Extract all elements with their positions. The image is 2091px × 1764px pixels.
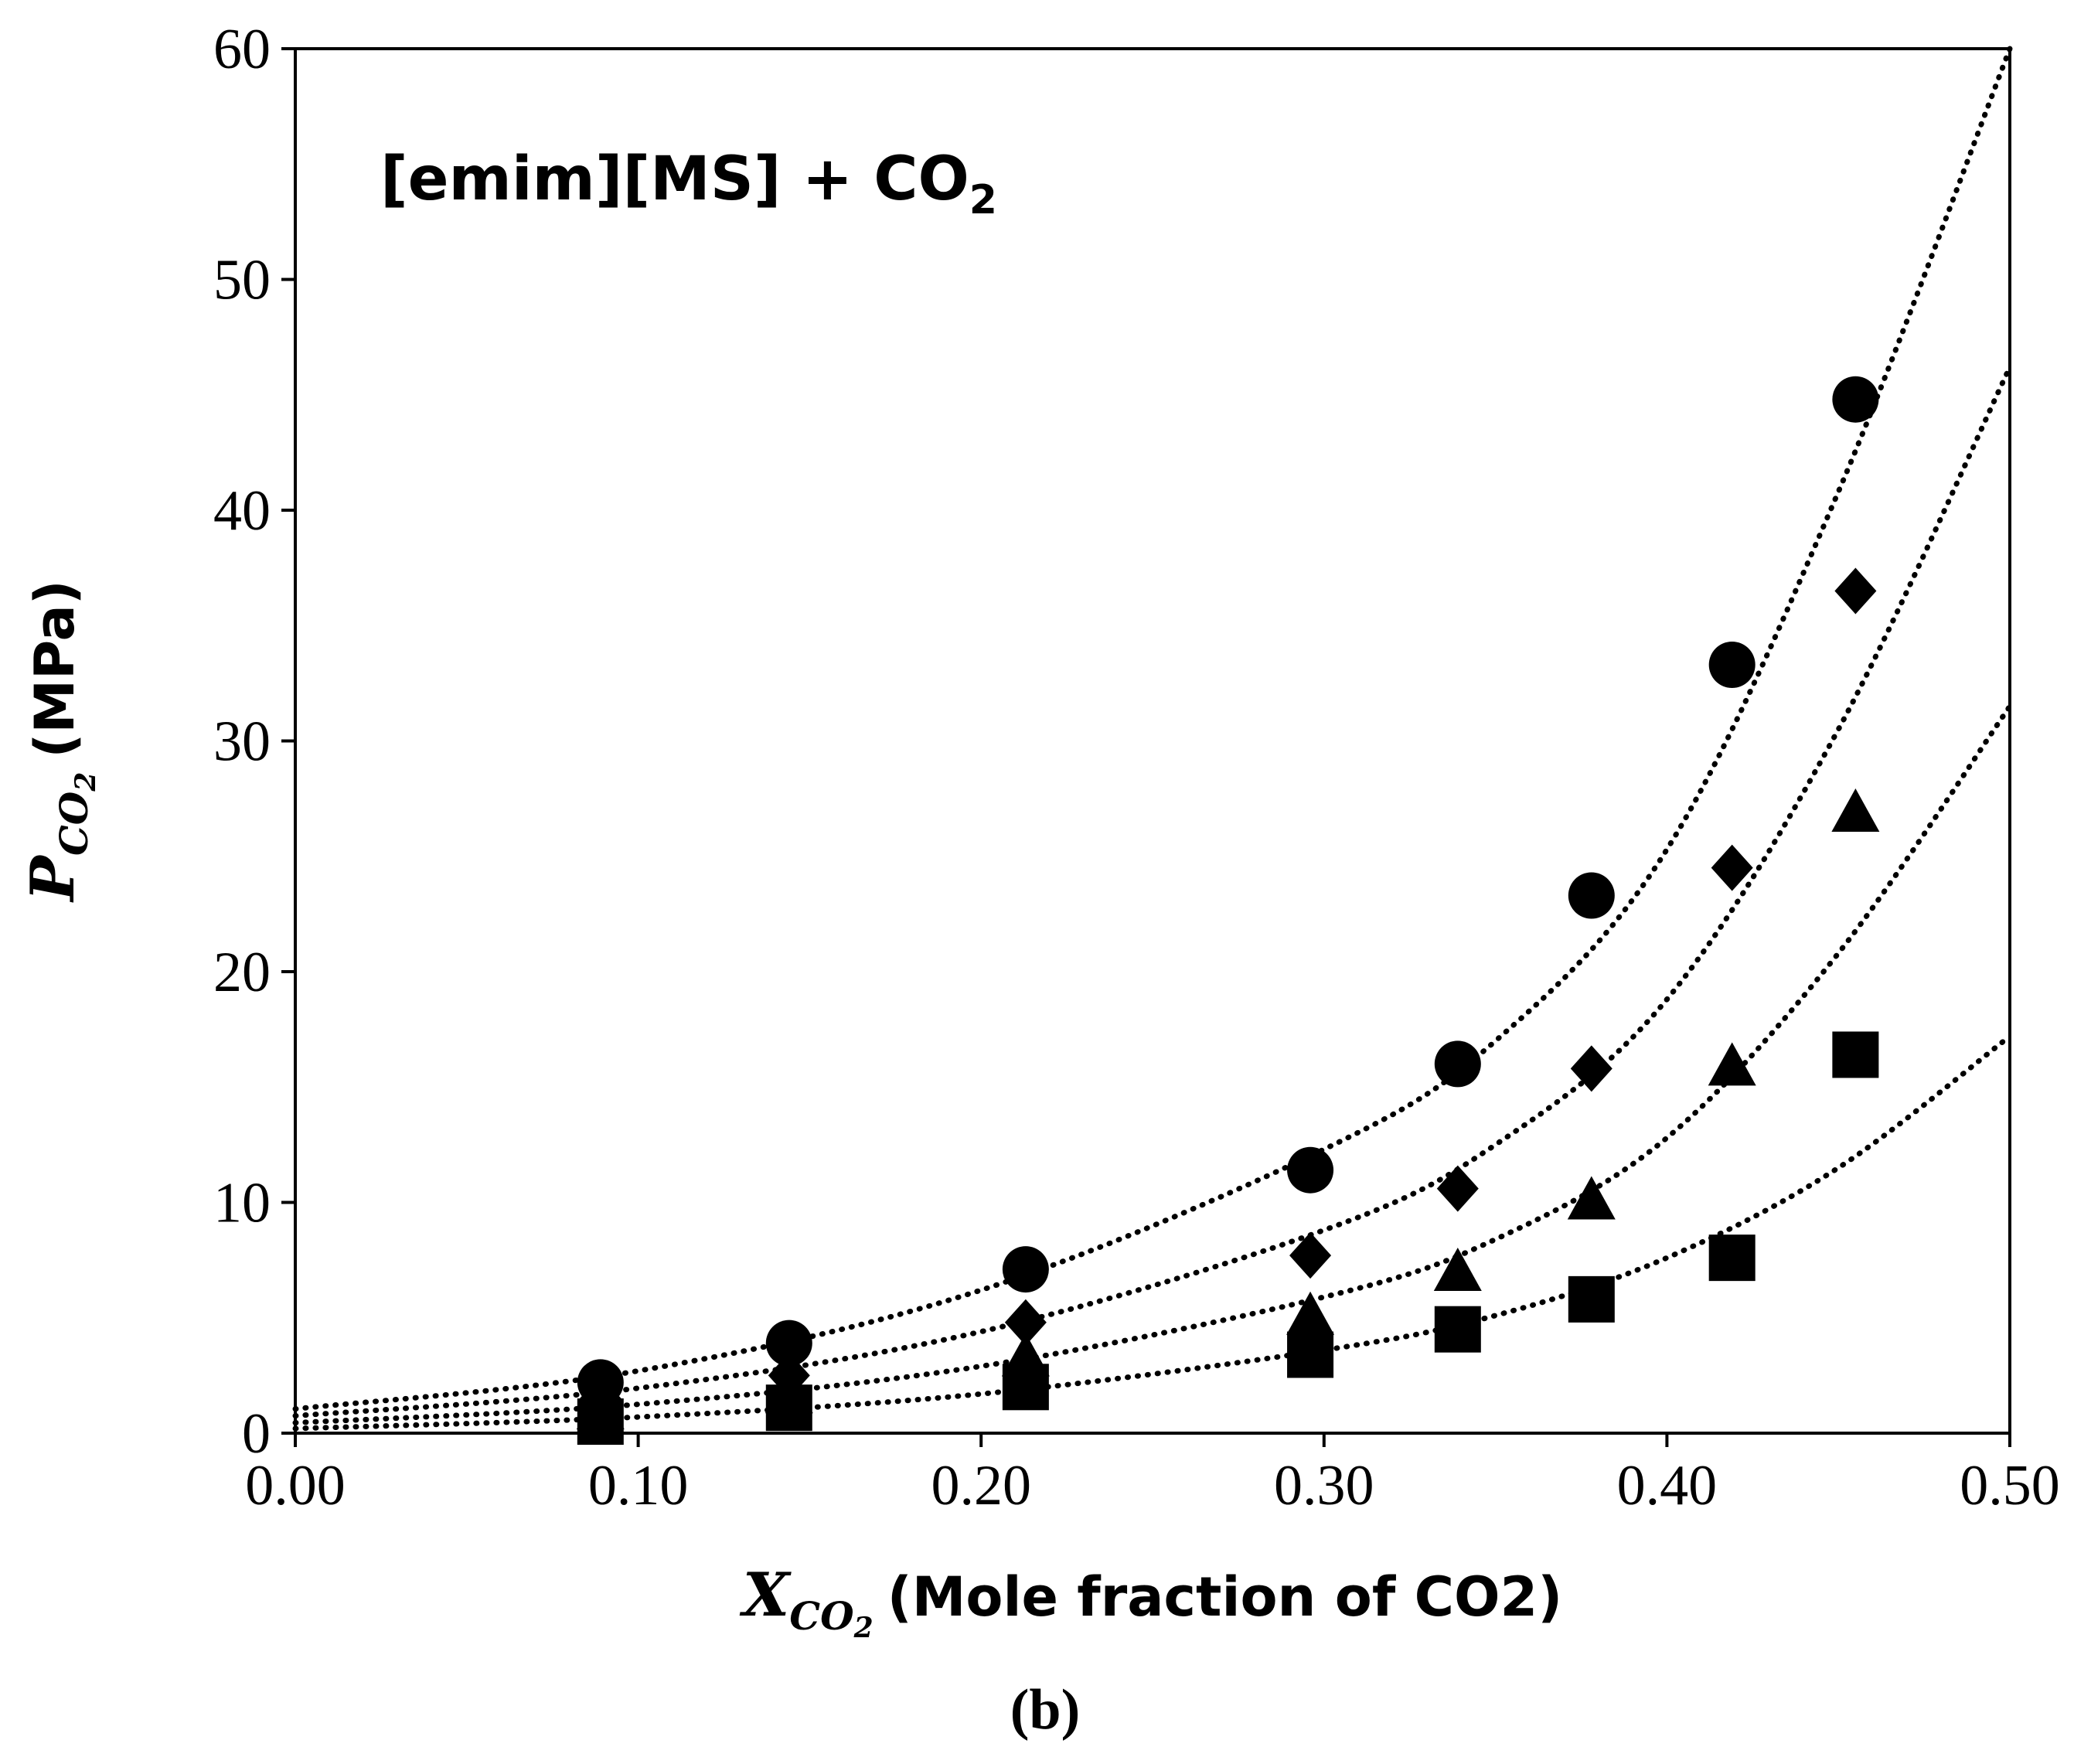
circle-point xyxy=(1002,1246,1049,1293)
plot-frame xyxy=(294,47,2011,1435)
triangle-point xyxy=(1433,1248,1482,1292)
square-point xyxy=(1708,1234,1756,1282)
triangle-point xyxy=(1001,1333,1050,1377)
x-axis-title: XCO2 (Mole fraction of CO2) xyxy=(739,1560,1562,1644)
square-point xyxy=(1568,1275,1615,1323)
square-point xyxy=(1287,1331,1334,1378)
markers xyxy=(576,376,1880,1446)
y-axis-ticks: 0 10 20 30 40 50 60 xyxy=(213,18,295,1466)
y-tick-label: 30 xyxy=(213,710,271,774)
y-tick-label: 40 xyxy=(213,479,271,543)
circle-point xyxy=(1287,1146,1334,1194)
x-axis-ticks: 0.00 0.10 0.20 0.30 0.40 0.50 xyxy=(245,1433,2060,1517)
square-fit-line xyxy=(292,1034,2013,1432)
y-tick-label: 60 xyxy=(213,18,271,81)
circle-fit-line xyxy=(292,46,2013,1412)
triangle-fit-line xyxy=(292,703,2013,1426)
diamond-point xyxy=(1711,844,1753,891)
figure-caption: (b) xyxy=(1010,1678,1080,1742)
diamond-fit-line xyxy=(292,364,2013,1419)
circle-point xyxy=(765,1320,812,1367)
circle-point xyxy=(577,1359,624,1406)
circle-point xyxy=(1434,1040,1481,1088)
diamond-point xyxy=(1289,1232,1332,1279)
x-tick-label: 0.40 xyxy=(1617,1454,1718,1517)
circle-point xyxy=(1568,872,1615,919)
x-tick-label: 0.30 xyxy=(1274,1454,1374,1517)
fit-lines xyxy=(292,46,2013,1432)
y-axis-title: PCO2(MPa) xyxy=(18,580,102,902)
square-point xyxy=(1832,1031,1879,1078)
x-tick-label: 0.20 xyxy=(931,1454,1031,1517)
diamond-point xyxy=(1570,1045,1613,1092)
y-tick-label: 10 xyxy=(213,1172,271,1235)
triangle-point xyxy=(1567,1176,1616,1220)
diamond-point xyxy=(1834,567,1877,615)
triangle-point xyxy=(1286,1291,1335,1335)
y-tick-label: 20 xyxy=(213,941,271,1004)
triangle-point xyxy=(1831,788,1880,833)
square-point xyxy=(1434,1306,1481,1353)
x-tick-label: 0.50 xyxy=(1960,1454,2060,1517)
plot-annotation: [emim][MS] + CO2 xyxy=(380,145,997,223)
x-tick-label: 0.10 xyxy=(588,1454,689,1517)
y-tick-label: 50 xyxy=(213,249,271,312)
x-tick-label: 0.00 xyxy=(245,1454,346,1517)
diamond-point xyxy=(1004,1299,1047,1346)
circle-point xyxy=(1832,376,1879,423)
y-tick-label: 0 xyxy=(242,1402,271,1466)
circle-point xyxy=(1708,641,1756,688)
diamond-point xyxy=(1436,1165,1479,1212)
triangle-point xyxy=(1708,1042,1756,1086)
